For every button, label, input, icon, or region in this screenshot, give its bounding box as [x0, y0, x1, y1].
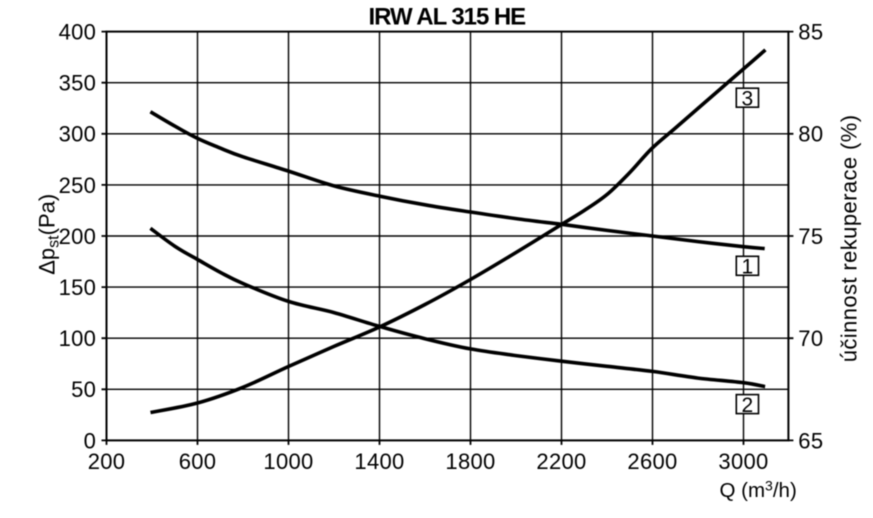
svg-text:2600: 2600	[627, 449, 677, 474]
svg-text:200: 200	[88, 449, 126, 474]
svg-text:1400: 1400	[354, 449, 404, 474]
svg-text:3: 3	[742, 87, 754, 110]
svg-text:2200: 2200	[536, 449, 586, 474]
svg-text:350: 350	[59, 71, 97, 96]
svg-text:400: 400	[59, 20, 97, 45]
svg-text:150: 150	[59, 275, 97, 300]
svg-text:300: 300	[59, 122, 97, 147]
svg-text:80: 80	[798, 122, 823, 147]
svg-text:100: 100	[59, 326, 97, 351]
svg-text:200: 200	[59, 224, 97, 249]
svg-text:Δpst(Pa): Δpst(Pa)	[35, 194, 63, 275]
svg-text:2: 2	[742, 394, 754, 417]
svg-text:600: 600	[179, 449, 217, 474]
svg-text:65: 65	[798, 428, 823, 453]
svg-text:50: 50	[71, 377, 96, 402]
svg-text:3000: 3000	[718, 449, 768, 474]
svg-text:85: 85	[798, 20, 823, 45]
svg-text:0: 0	[84, 428, 97, 453]
svg-text:250: 250	[59, 173, 97, 198]
svg-text:75: 75	[798, 224, 823, 249]
svg-text:70: 70	[798, 326, 823, 351]
svg-text:Q (m3/h): Q (m3/h)	[720, 478, 797, 503]
svg-text:IRW AL 315 HE: IRW AL 315 HE	[368, 4, 526, 31]
svg-text:1: 1	[742, 256, 754, 279]
svg-text:1000: 1000	[263, 449, 313, 474]
svg-text:účinnost rekuperace (%): účinnost rekuperace (%)	[837, 115, 862, 363]
svg-text:1800: 1800	[445, 449, 495, 474]
